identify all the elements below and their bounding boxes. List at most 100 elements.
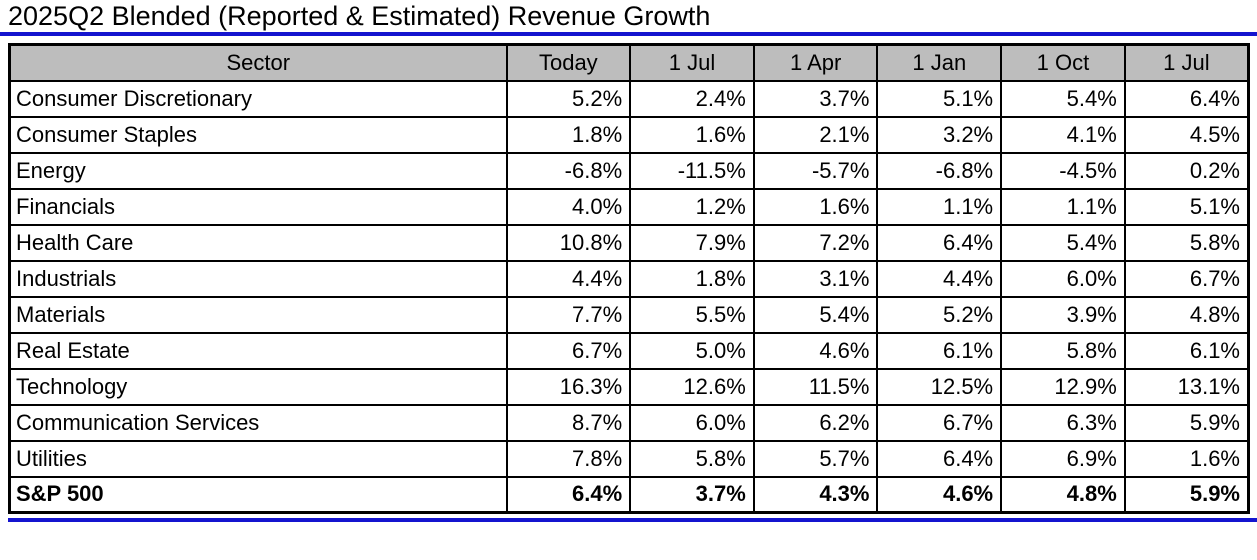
value-cell: 7.2% <box>752 223 879 262</box>
value-cell: 7.8% <box>505 439 632 478</box>
value-cell: 6.0% <box>1000 259 1126 298</box>
value-cell: 5.5% <box>629 295 755 334</box>
value-cell: 1.6% <box>752 187 879 226</box>
column-header-1-oct: 1 Oct <box>1000 43 1126 82</box>
table-row: Consumer Staples 1.8% 1.6% 2.1% 3.2% 4.1% 4.5% <box>8 115 1250 154</box>
value-cell: 6.7% <box>876 403 1003 442</box>
value-cell: 6.2% <box>752 403 879 442</box>
table-row: Consumer Discretionary 5.2% 2.4% 3.7% 5.1% 5.… <box>8 79 1250 118</box>
sector-cell: S&P 500 <box>8 475 508 514</box>
table-row: Real Estate 6.7% 5.0% 4.6% 6.1% 5.8% 6.1% <box>8 331 1250 370</box>
sector-cell: Utilities <box>8 439 508 478</box>
value-cell: 5.0% <box>629 331 755 370</box>
value-cell: 6.7% <box>505 331 632 370</box>
value-cell: 1.1% <box>876 187 1003 226</box>
value-cell: 3.7% <box>752 79 879 118</box>
value-cell: 5.9% <box>1123 475 1250 514</box>
sector-cell: Technology <box>8 367 508 406</box>
table-row: Financials 4.0% 1.2% 1.6% 1.1% 1.1% 5.1% <box>8 187 1250 226</box>
value-cell: 5.9% <box>1123 403 1250 442</box>
value-cell: 4.8% <box>1123 295 1250 334</box>
value-cell: 6.3% <box>1000 403 1126 442</box>
sector-cell: Health Care <box>8 223 508 262</box>
value-cell: 4.6% <box>876 475 1003 514</box>
value-cell: 1.2% <box>629 187 755 226</box>
value-cell: 6.4% <box>1123 79 1250 118</box>
column-header-1-jul: 1 Jul <box>1123 43 1250 82</box>
sector-cell: Energy <box>8 151 508 190</box>
value-cell: 3.1% <box>752 259 879 298</box>
value-cell: 5.8% <box>629 439 755 478</box>
value-cell: 6.4% <box>505 475 632 514</box>
value-cell: 12.6% <box>629 367 755 406</box>
table-row: Communication Services 8.7% 6.0% 6.2% 6.7% 6.… <box>8 403 1250 442</box>
title-divider-rule <box>0 32 1257 36</box>
table-header: Sector Today 1 Jul 1 Apr 1 Jan 1 Oct 1 Jul <box>8 43 1250 82</box>
value-cell: 5.1% <box>1123 187 1250 226</box>
value-cell: 7.9% <box>629 223 755 262</box>
value-cell: 6.0% <box>629 403 755 442</box>
value-cell: 5.4% <box>1000 79 1126 118</box>
table-row: Health Care 10.8% 7.9% 7.2% 6.4% 5.4% 5.8% <box>8 223 1250 262</box>
table-row: Utilities 7.8% 5.8% 5.7% 6.4% 6.9% 1.6% <box>8 439 1250 478</box>
value-cell: 16.3% <box>505 367 632 406</box>
sector-cell: Industrials <box>8 259 508 298</box>
value-cell: 4.5% <box>1123 115 1250 154</box>
value-cell: 3.7% <box>629 475 755 514</box>
value-cell: 5.8% <box>1000 331 1126 370</box>
value-cell: -5.7% <box>752 151 879 190</box>
sector-cell: Materials <box>8 295 508 334</box>
revenue-growth-table: Sector Today 1 Jul 1 Apr 1 Jan 1 Oct 1 Jul Con… <box>8 43 1250 514</box>
table-row: Energy -6.8% -11.5% -5.7% -6.8% -4.5% 0.2% <box>8 151 1250 190</box>
sector-cell: Consumer Discretionary <box>8 79 508 118</box>
value-cell: 8.7% <box>505 403 632 442</box>
value-cell: 6.4% <box>876 439 1003 478</box>
value-cell: 5.2% <box>505 79 632 118</box>
sector-cell: Consumer Staples <box>8 115 508 154</box>
value-cell: 12.9% <box>1000 367 1126 406</box>
value-cell: 12.5% <box>876 367 1003 406</box>
value-cell: 1.8% <box>505 115 632 154</box>
value-cell: 5.8% <box>1123 223 1250 262</box>
value-cell: 6.7% <box>1123 259 1250 298</box>
table-row: Materials 7.7% 5.5% 5.4% 5.2% 3.9% 4.8% <box>8 295 1250 334</box>
value-cell: 7.7% <box>505 295 632 334</box>
value-cell: 5.4% <box>1000 223 1126 262</box>
header-row: Sector Today 1 Jul 1 Apr 1 Jan 1 Oct 1 Jul <box>8 43 1250 82</box>
value-cell: -11.5% <box>629 151 755 190</box>
value-cell: 4.6% <box>752 331 879 370</box>
value-cell: 5.7% <box>752 439 879 478</box>
value-cell: 1.6% <box>629 115 755 154</box>
value-cell: 5.1% <box>876 79 1003 118</box>
value-cell: 2.4% <box>629 79 755 118</box>
value-cell: 5.4% <box>752 295 879 334</box>
column-header-1-apr: 1 Apr <box>752 43 879 82</box>
value-cell: 11.5% <box>752 367 879 406</box>
value-cell: 4.8% <box>1000 475 1126 514</box>
value-cell: 4.3% <box>752 475 879 514</box>
value-cell: 1.8% <box>629 259 755 298</box>
total-row: S&P 500 6.4% 3.7% 4.3% 4.6% 4.8% 5.9% <box>8 475 1250 514</box>
sector-cell: Real Estate <box>8 331 508 370</box>
value-cell: 5.2% <box>876 295 1003 334</box>
value-cell: 6.4% <box>876 223 1003 262</box>
value-cell: -6.8% <box>876 151 1003 190</box>
bottom-divider-rule <box>8 518 1257 522</box>
column-header-1-jul: 1 Jul <box>629 43 755 82</box>
value-cell: -6.8% <box>505 151 632 190</box>
value-cell: 4.4% <box>505 259 632 298</box>
value-cell: 13.1% <box>1123 367 1250 406</box>
column-header-sector: Sector <box>8 43 508 82</box>
column-header-1-jan: 1 Jan <box>876 43 1003 82</box>
sector-cell: Financials <box>8 187 508 226</box>
value-cell: 0.2% <box>1123 151 1250 190</box>
table-body: Consumer Discretionary 5.2% 2.4% 3.7% 5.1% 5.… <box>8 79 1250 514</box>
table-row: Industrials 4.4% 1.8% 3.1% 4.4% 6.0% 6.7% <box>8 259 1250 298</box>
value-cell: 6.9% <box>1000 439 1126 478</box>
value-cell: 2.1% <box>752 115 879 154</box>
value-cell: 1.6% <box>1123 439 1250 478</box>
value-cell: 4.4% <box>876 259 1003 298</box>
value-cell: 6.1% <box>876 331 1003 370</box>
value-cell: -4.5% <box>1000 151 1126 190</box>
column-header-today: Today <box>505 43 632 82</box>
